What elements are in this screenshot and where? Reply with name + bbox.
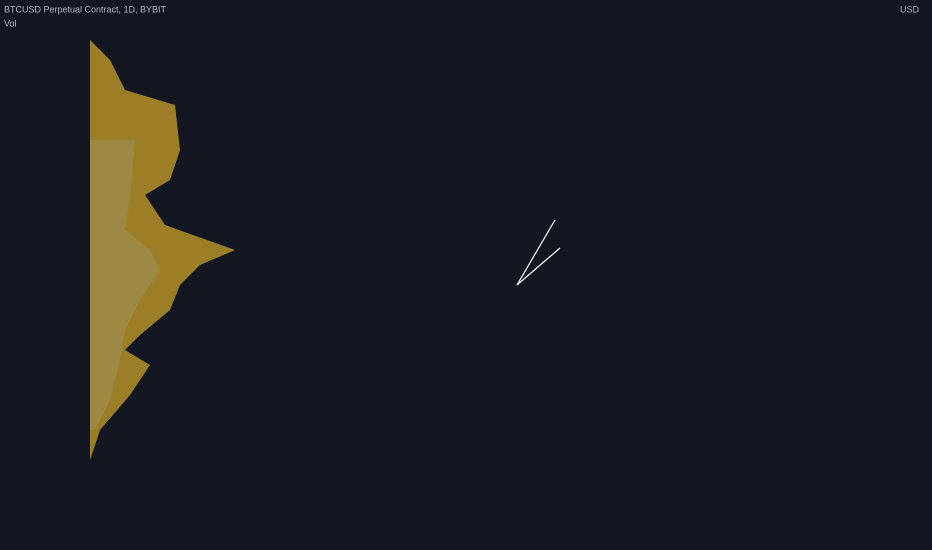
- price-axis: [888, 0, 932, 550]
- chart-title: BTCUSD Perpetual Contract, 1D, BYBIT: [4, 4, 167, 14]
- currency: USD: [900, 4, 920, 14]
- volume-profile-gold: [90, 40, 235, 460]
- drawing-line: [516, 219, 556, 286]
- volume-title: Vol: [4, 18, 17, 28]
- drawing-line: [516, 247, 561, 286]
